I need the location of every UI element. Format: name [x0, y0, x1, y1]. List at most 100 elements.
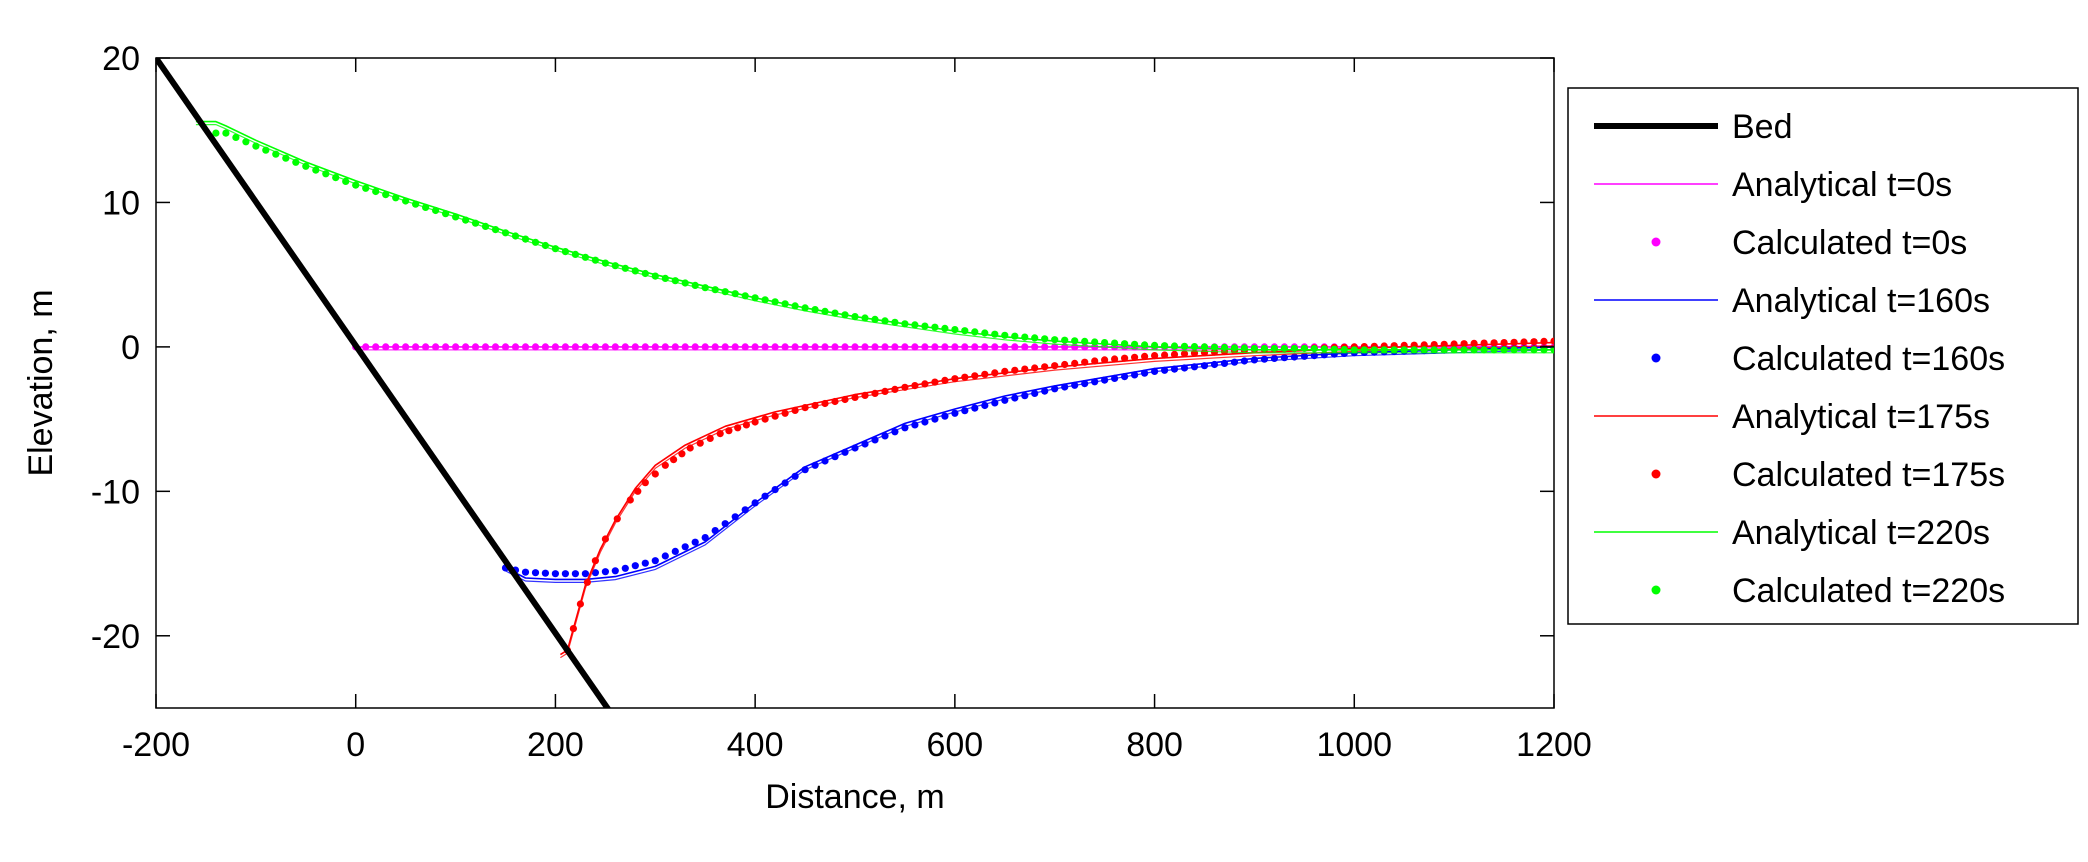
- marker-calculated-t-220s: [791, 302, 799, 310]
- marker-calculated-t-175s: [1141, 352, 1149, 360]
- marker-calculated-t-220s: [1540, 346, 1548, 354]
- marker-calculated-t-0s: [422, 343, 430, 351]
- legend-label: Analytical t=220s: [1732, 514, 1990, 552]
- marker-calculated-t-220s: [1460, 346, 1468, 354]
- marker-calculated-t-175s: [771, 412, 779, 420]
- marker-calculated-t-220s: [1360, 346, 1368, 354]
- marker-calculated-t-175s: [811, 401, 819, 410]
- legend-entry-analytical-t-0s: Analytical t=0s: [1594, 166, 1952, 204]
- marker-calculated-t-220s: [861, 314, 869, 322]
- marker-calculated-t-220s: [1430, 346, 1438, 354]
- marker-calculated-t-0s: [491, 343, 500, 351]
- marker-calculated-t-0s: [392, 343, 400, 351]
- x-tick-label: 1000: [1316, 726, 1392, 764]
- marker-calculated-t-220s: [432, 206, 440, 215]
- marker-calculated-t-0s: [432, 343, 440, 351]
- marker-calculated-t-0s: [1051, 343, 1059, 351]
- marker-calculated-t-220s: [631, 267, 639, 275]
- marker-calculated-t-0s: [661, 343, 669, 351]
- marker-calculated-t-175s: [591, 557, 600, 565]
- marker-calculated-t-175s: [1061, 360, 1069, 369]
- marker-calculated-t-160s: [921, 418, 929, 426]
- marker-calculated-t-220s: [312, 166, 320, 174]
- marker-calculated-t-220s: [921, 322, 929, 330]
- marker-calculated-t-220s: [721, 288, 729, 296]
- marker-calculated-t-175s: [1161, 351, 1169, 359]
- marker-calculated-t-220s: [1420, 346, 1428, 354]
- marker-calculated-t-220s: [621, 264, 629, 272]
- marker-calculated-t-175s: [1091, 357, 1099, 365]
- marker-calculated-t-175s: [891, 385, 899, 393]
- marker-calculated-t-220s: [1041, 335, 1049, 343]
- marker-calculated-t-175s: [1131, 353, 1139, 361]
- marker-calculated-t-0s: [671, 343, 679, 351]
- marker-calculated-t-220s: [481, 222, 490, 230]
- x-tick-label: 400: [727, 726, 784, 764]
- marker-calculated-t-160s: [711, 527, 719, 535]
- legend-entry-calculated-t-175s: Calculated t=175s: [1651, 456, 2005, 494]
- marker-calculated-t-0s: [471, 343, 480, 351]
- marker-calculated-t-175s: [661, 461, 669, 469]
- marker-calculated-t-0s: [811, 343, 819, 351]
- marker-calculated-t-0s: [1041, 343, 1049, 351]
- marker-calculated-t-160s: [1011, 394, 1019, 402]
- marker-calculated-t-220s: [1031, 334, 1039, 342]
- marker-calculated-t-220s: [1200, 343, 1209, 351]
- marker-calculated-t-160s: [971, 404, 979, 412]
- y-axis-label: Elevation, m: [22, 289, 60, 476]
- marker-calculated-t-220s: [332, 174, 340, 182]
- marker-calculated-t-175s: [601, 535, 610, 543]
- marker-calculated-t-175s: [1111, 355, 1119, 363]
- marker-calculated-t-160s: [621, 564, 629, 572]
- marker-calculated-t-175s: [1041, 363, 1049, 371]
- marker-calculated-t-160s: [1220, 359, 1229, 367]
- y-tick-label: -10: [91, 473, 140, 511]
- marker-calculated-t-220s: [871, 315, 879, 323]
- marker-calculated-t-220s: [1141, 341, 1149, 349]
- marker-calculated-t-220s: [1250, 344, 1258, 352]
- marker-calculated-t-160s: [541, 569, 550, 577]
- marker-calculated-t-220s: [1370, 346, 1378, 354]
- marker-calculated-t-0s: [781, 343, 789, 351]
- marker-calculated-t-175s: [871, 389, 879, 397]
- marker-calculated-t-160s: [1230, 358, 1239, 366]
- marker-calculated-t-175s: [1450, 340, 1458, 348]
- legend-entry-calculated-t-220s: Calculated t=220s: [1651, 572, 2005, 610]
- marker-calculated-t-220s: [1011, 332, 1019, 340]
- marker-calculated-t-175s: [821, 399, 829, 408]
- marker-calculated-t-160s: [521, 568, 530, 576]
- marker-calculated-t-0s: [631, 343, 639, 351]
- marker-calculated-t-0s: [1011, 343, 1019, 351]
- marker-calculated-t-160s: [591, 569, 600, 577]
- marker-calculated-t-220s: [1470, 346, 1478, 354]
- marker-calculated-t-175s: [651, 470, 659, 478]
- marker-calculated-t-175s: [725, 427, 733, 435]
- marker-calculated-t-220s: [591, 256, 600, 264]
- marker-calculated-t-0s: [442, 343, 450, 351]
- marker-calculated-t-160s: [1041, 387, 1049, 395]
- marker-calculated-t-220s: [831, 309, 839, 317]
- marker-calculated-t-175s: [1470, 339, 1478, 347]
- marker-calculated-t-0s: [901, 343, 909, 351]
- marker-calculated-t-175s: [1530, 338, 1538, 346]
- marker-calculated-t-220s: [1081, 337, 1089, 345]
- marker-calculated-t-0s: [362, 343, 370, 351]
- marker-calculated-t-175s: [1051, 362, 1059, 370]
- marker-calculated-t-175s: [742, 421, 751, 429]
- marker-calculated-t-0s: [402, 343, 410, 351]
- marker-calculated-t-175s: [841, 395, 849, 404]
- marker-calculated-t-220s: [701, 284, 709, 292]
- marker-calculated-t-160s: [1071, 381, 1079, 389]
- marker-calculated-t-220s: [751, 294, 759, 302]
- marker-calculated-t-160s: [1061, 383, 1069, 391]
- marker-calculated-t-160s: [781, 479, 789, 487]
- legend-swatch-marker: [1651, 353, 1661, 363]
- marker-calculated-t-220s: [1520, 346, 1528, 354]
- x-tick-label: 1200: [1516, 726, 1592, 764]
- marker-calculated-t-220s: [1270, 344, 1278, 352]
- marker-calculated-t-220s: [581, 253, 590, 261]
- marker-calculated-t-175s: [678, 450, 686, 458]
- marker-calculated-t-220s: [771, 298, 779, 306]
- marker-calculated-t-175s: [921, 380, 929, 388]
- x-tick-label: 800: [1126, 726, 1183, 764]
